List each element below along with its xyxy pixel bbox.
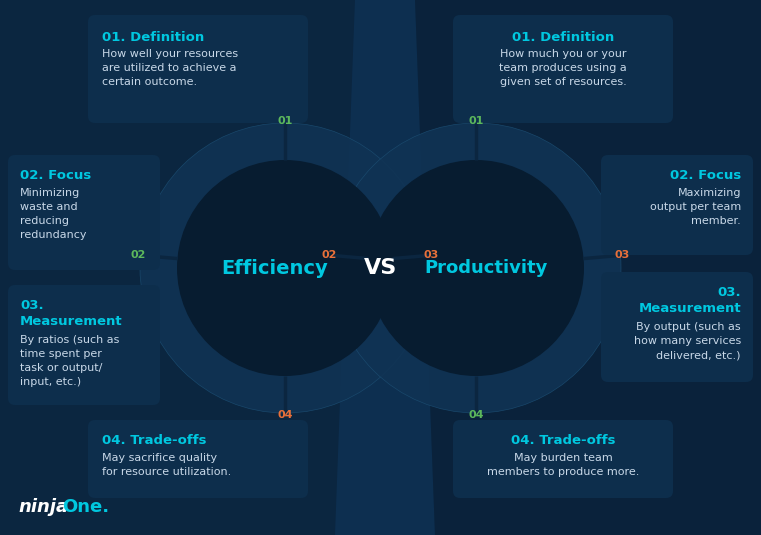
Circle shape (331, 123, 621, 413)
Text: 01: 01 (277, 116, 293, 126)
Text: 03.
Measurement: 03. Measurement (638, 286, 741, 315)
Text: By ratios (such as
time spent per
task or output/
input, etc.): By ratios (such as time spent per task o… (20, 335, 119, 387)
Text: 04. Trade-offs: 04. Trade-offs (511, 434, 615, 447)
Text: 01. Definition: 01. Definition (512, 31, 614, 44)
Text: Productivity: Productivity (425, 259, 548, 277)
Text: One.: One. (62, 498, 109, 516)
Text: 04. Trade-offs: 04. Trade-offs (102, 434, 206, 447)
Text: Minimizing
waste and
reducing
redundancy: Minimizing waste and reducing redundancy (20, 188, 87, 240)
Circle shape (140, 123, 430, 413)
Text: 03: 03 (424, 250, 439, 260)
Text: Efficiency: Efficiency (221, 258, 329, 278)
Text: May sacrifice quality
for resource utilization.: May sacrifice quality for resource utili… (102, 453, 231, 477)
Circle shape (368, 160, 584, 376)
Polygon shape (335, 0, 435, 535)
Text: 04: 04 (468, 410, 484, 420)
Text: 01. Definition: 01. Definition (102, 31, 204, 44)
Text: 01: 01 (468, 116, 484, 126)
Polygon shape (415, 0, 761, 535)
FancyBboxPatch shape (453, 15, 673, 123)
Text: Maximizing
output per team
member.: Maximizing output per team member. (650, 188, 741, 226)
Text: How much you or your
team produces using a
given set of resources.: How much you or your team produces using… (499, 49, 627, 87)
Text: 04: 04 (277, 410, 293, 420)
Text: 02. Focus: 02. Focus (670, 169, 741, 182)
FancyBboxPatch shape (8, 285, 160, 405)
Text: VS: VS (364, 258, 397, 278)
FancyBboxPatch shape (88, 15, 308, 123)
FancyBboxPatch shape (601, 155, 753, 255)
FancyBboxPatch shape (88, 420, 308, 498)
Circle shape (177, 160, 393, 376)
Text: 02: 02 (322, 250, 337, 260)
Text: 02. Focus: 02. Focus (20, 169, 91, 182)
Text: How well your resources
are utilized to achieve a
certain outcome.: How well your resources are utilized to … (102, 49, 238, 87)
Text: 02: 02 (131, 250, 146, 260)
FancyBboxPatch shape (601, 272, 753, 382)
FancyBboxPatch shape (453, 420, 673, 498)
Text: By output (such as
how many services
delivered, etc.): By output (such as how many services del… (634, 322, 741, 360)
Text: ninja: ninja (18, 498, 68, 516)
Text: 03: 03 (615, 250, 630, 260)
Text: May burden team
members to produce more.: May burden team members to produce more. (487, 453, 639, 477)
FancyBboxPatch shape (8, 155, 160, 270)
Text: 03.
Measurement: 03. Measurement (20, 299, 123, 328)
